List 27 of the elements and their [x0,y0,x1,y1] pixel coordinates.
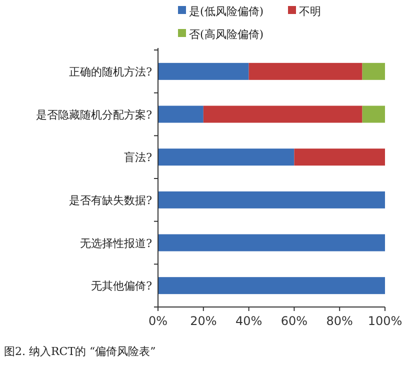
bar [158,62,249,80]
bar [248,62,362,80]
bar [158,106,204,123]
legend-label: 是(低风险偏倚) [189,5,264,18]
legend-label: 不明 [299,5,321,18]
x-tick-label: 40% [235,314,262,328]
y-tick-label: 是否隐藏随机分配方案? [36,108,152,122]
bar [362,62,385,80]
bar [294,148,385,166]
y-tick-label: 无选择性报道? [80,236,152,250]
y-tick-label: 盲法? [124,151,152,164]
legend-label: 否(高风险偏倚) [189,28,264,41]
bar [203,106,362,123]
y-tick-label: 是否有缺失数据? [69,194,152,207]
x-tick-label: 20% [190,314,217,328]
bar [158,148,294,166]
bar [158,234,385,252]
bar [158,277,385,294]
bar [362,106,385,123]
caption: 图2. 纳入RCT的 “偏倚风险表” [4,345,156,358]
x-tick-label: 60% [280,314,308,328]
y-tick-label: 正确的随机方法? [69,65,152,78]
bar [158,191,385,208]
x-tick-label: 0% [148,314,168,328]
y-tick-label: 无其他偏倚? [91,280,152,293]
x-tick-label: 80% [326,314,353,328]
x-tick-label: 100% [368,314,402,328]
